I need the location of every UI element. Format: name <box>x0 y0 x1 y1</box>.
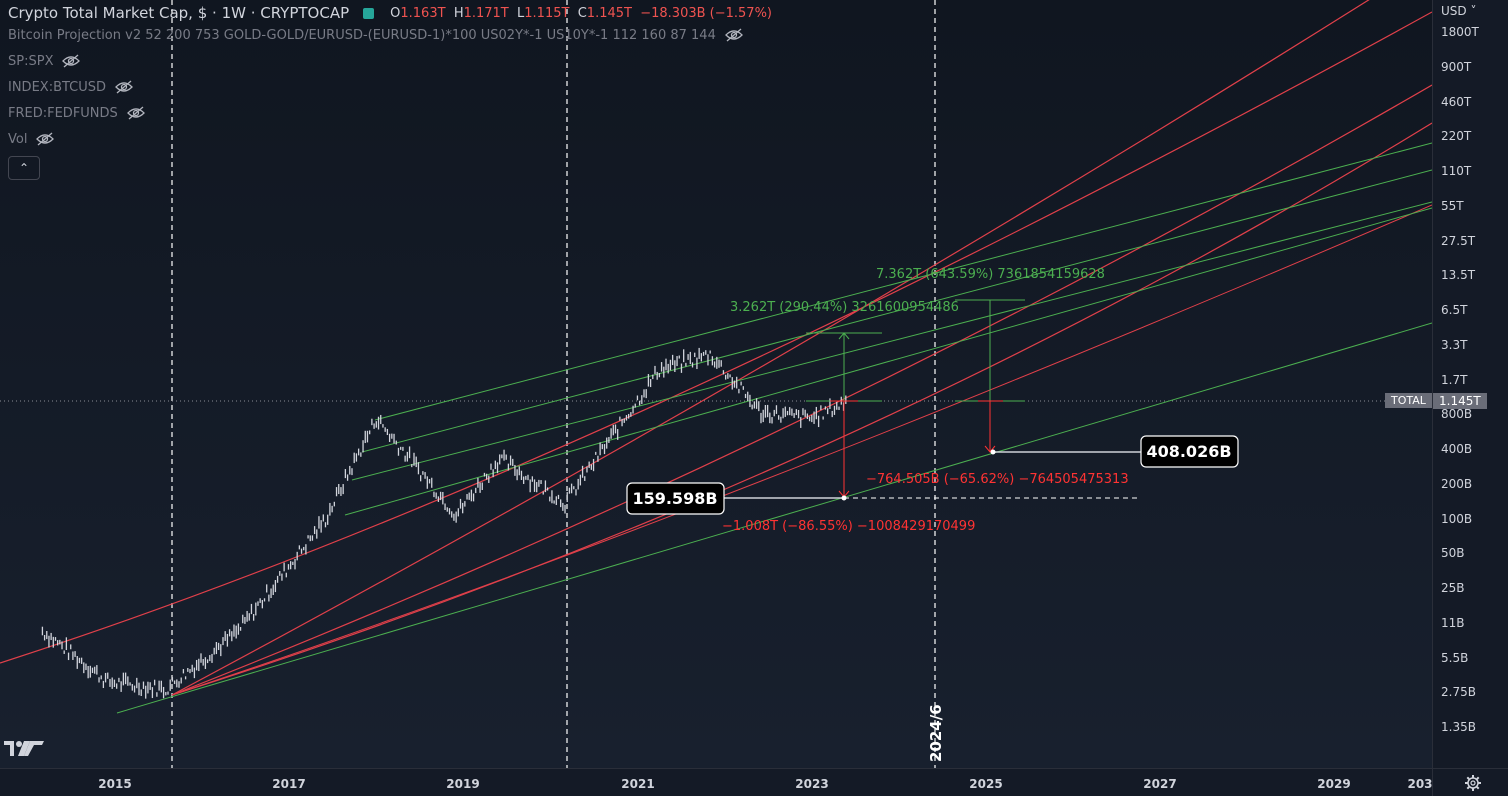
eye-hidden-icon[interactable] <box>35 132 55 146</box>
indicator-list: Bitcoin Projection v2 52 200 753 GOLD-GO… <box>8 22 772 152</box>
time-tick-label: 2025 <box>969 777 1003 791</box>
price-tick-label: 460T <box>1441 94 1472 109</box>
indicator-label: Bitcoin Projection v2 52 200 753 GOLD-GO… <box>8 27 716 43</box>
green-trend-line <box>344 207 1432 516</box>
callout-low-label: 159.598B <box>632 489 717 508</box>
time-tick-label: 2023 <box>795 777 829 791</box>
price-tick-label: 800B <box>1441 407 1473 422</box>
price-tick-label: 100B <box>1441 511 1473 526</box>
eye-hidden-icon[interactable] <box>126 106 146 120</box>
time-tick-label: 2029 <box>1317 777 1351 791</box>
ohlc-values: O1.163T H1.171T L1.115T C1.145T −18.303B… <box>390 6 772 21</box>
low-value: 1.115T <box>524 5 570 21</box>
chart-canvas[interactable]: 159.598B 408.026B 3.262T (290.44%) 32616… <box>0 0 1432 768</box>
price-tick-label: 11B <box>1441 615 1465 630</box>
indicator-row[interactable]: SP:SPX <box>8 48 772 74</box>
measure-down-label: −764.505B (−65.62%) −764505475313 <box>866 472 1129 487</box>
price-tick-label: 6.5T <box>1441 303 1468 317</box>
eye-hidden-icon[interactable] <box>724 28 744 42</box>
price-axis[interactable]: USD ˅ 1800T 900T 460T 220T 110T 55T 27.5T 13.5T… <box>1385 0 1508 768</box>
indicator-label: Vol <box>8 131 28 147</box>
red-trend-curve <box>171 204 1432 696</box>
high-label: H <box>453 5 464 21</box>
indicator-row[interactable]: INDEX:BTCUSD <box>8 74 772 100</box>
red-trend-curve <box>171 0 1370 696</box>
measure-down-label: −1.008T (−86.55%) −1008429170499 <box>722 519 975 534</box>
measure-up-arrowhead <box>838 332 850 340</box>
callout-low[interactable]: 159.598B <box>626 482 725 515</box>
tradingview-logo[interactable] <box>4 741 44 756</box>
gear-icon[interactable] <box>1464 774 1482 792</box>
callout-anchor-dot <box>841 495 847 501</box>
price-tick-label: 400B <box>1441 442 1473 456</box>
eye-hidden-icon[interactable] <box>61 54 81 68</box>
open-value: 1.163T <box>400 5 446 21</box>
collapse-legend-button[interactable]: ⌃ <box>8 156 40 180</box>
time-tick-label: 203 <box>1407 777 1433 791</box>
price-tick-label: 110T <box>1441 164 1472 178</box>
last-price-tag: 1.145T <box>1433 393 1487 409</box>
price-tick-label: 55T <box>1441 198 1464 213</box>
chevron-down-icon: ˅ <box>1470 4 1477 18</box>
green-trend-line <box>361 169 1432 453</box>
currency-label: USD <box>1441 4 1467 18</box>
chevron-up-icon: ⌃ <box>18 161 30 175</box>
open-label: O <box>390 5 401 21</box>
chart-legend: Crypto Total Market Cap, $ · 1W · CRYPTO… <box>8 4 772 180</box>
callout-target[interactable]: 408.026B <box>1140 435 1239 468</box>
eye-hidden-icon[interactable] <box>114 80 134 94</box>
measure-down-arrowhead <box>984 445 996 453</box>
price-tick-label: 200B <box>1441 476 1473 491</box>
symbol-price-tag: TOTAL <box>1385 393 1432 408</box>
close-value: 1.145T <box>586 5 632 21</box>
chart-area[interactable]: 159.598B 408.026B 3.262T (290.44%) 32616… <box>0 0 1432 768</box>
time-tick-label: 2019 <box>446 777 480 791</box>
price-tick-label: 27.5T <box>1441 233 1476 248</box>
symbol-header[interactable]: Crypto Total Market Cap, $ · 1W · CRYPTO… <box>8 4 772 22</box>
red-trend-curve <box>171 84 1432 696</box>
time-tick-label: 2017 <box>272 777 306 791</box>
indicator-label: FRED:FEDFUNDS <box>8 105 118 121</box>
price-tick-label: 25B <box>1441 581 1465 595</box>
indicator-row[interactable]: Bitcoin Projection v2 52 200 753 GOLD-GO… <box>8 22 772 48</box>
market-open-indicator-icon <box>363 7 375 19</box>
indicator-row[interactable]: Vol <box>8 126 772 152</box>
price-tick-label: 1.7T <box>1441 372 1468 387</box>
green-trend-line <box>351 201 1432 481</box>
time-tick-label: 2027 <box>1143 777 1177 791</box>
indicator-label: INDEX:BTCUSD <box>8 79 107 95</box>
time-tick-label: 2021 <box>621 777 655 791</box>
axis-settings-corner[interactable] <box>1432 768 1508 796</box>
indicator-label: SP:SPX <box>8 53 54 69</box>
high-value: 1.171T <box>463 5 509 21</box>
change-value: −18.303B (−1.57%) <box>640 5 772 21</box>
price-tick-label: 50B <box>1441 546 1465 561</box>
price-tick-label: 900T <box>1441 59 1472 74</box>
close-label: C <box>577 5 587 21</box>
price-tick-label: 3.3T <box>1441 337 1468 352</box>
symbol-title[interactable]: Crypto Total Market Cap, $ · 1W · CRYPTO… <box>8 4 350 22</box>
indicator-row[interactable]: FRED:FEDFUNDS <box>8 100 772 126</box>
price-tick-label: 1.35B <box>1441 720 1476 734</box>
measure-up-label: 3.262T (290.44%) 3261600954486 <box>730 300 959 315</box>
callout-target-label: 408.026B <box>1146 442 1231 461</box>
price-tick-label: 220T <box>1441 129 1472 144</box>
red-trend-curve <box>171 122 1432 696</box>
red-trend-curve <box>0 11 1432 664</box>
price-tick-label: 5.5B <box>1441 650 1469 665</box>
price-tick-label: 13.5T <box>1441 268 1476 283</box>
time-axis[interactable]: 2015 2017 2019 2021 2023 2025 2027 2029 203 <box>0 768 1433 796</box>
green-trend-line <box>374 142 1432 421</box>
price-tick-label: 1800T <box>1441 25 1479 39</box>
green-trend-line <box>116 322 1432 714</box>
price-tick-label: 2.75B <box>1441 685 1476 700</box>
currency-selector[interactable]: USD ˅ <box>1441 4 1476 18</box>
low-label: L <box>517 5 525 21</box>
time-tick-label: 2015 <box>98 777 132 791</box>
measure-up-label: 7.362T (643.59%) 7361854159628 <box>876 267 1105 282</box>
vertical-date-label: 2024/6 <box>927 704 945 762</box>
price-candles <box>41 347 847 699</box>
callout-anchor-dot <box>990 449 996 455</box>
